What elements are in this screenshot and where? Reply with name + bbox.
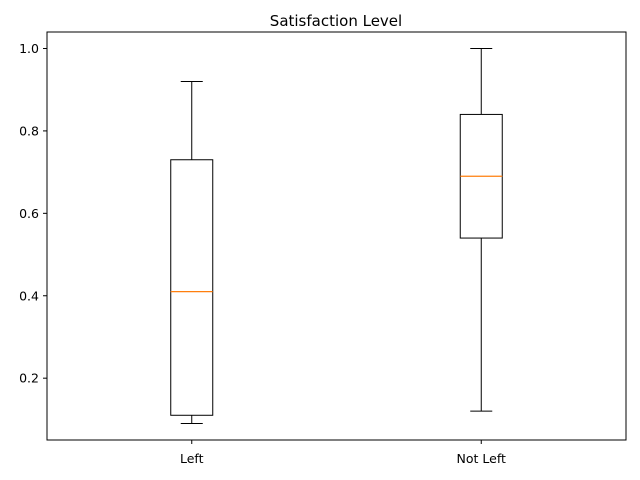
box-not-left [459, 47, 503, 412]
y-tick-label: 0.4 [19, 288, 39, 303]
x-axis: Left Not Left [180, 440, 506, 466]
x-tick-label: Left [180, 451, 204, 466]
iqr-box [170, 159, 214, 416]
x-tick-label: Not Left [457, 451, 506, 466]
box-series [170, 47, 503, 425]
plot-area-frame [46, 31, 627, 441]
y-axis: 0.2 0.4 0.6 0.8 1.0 [19, 41, 47, 386]
y-tick-label: 1.0 [19, 41, 39, 56]
box-left [170, 80, 214, 425]
chart-title: Satisfaction Level [270, 12, 402, 30]
y-tick-label: 0.2 [19, 371, 39, 386]
y-tick-label: 0.6 [19, 206, 39, 221]
y-tick-label: 0.8 [19, 123, 39, 138]
